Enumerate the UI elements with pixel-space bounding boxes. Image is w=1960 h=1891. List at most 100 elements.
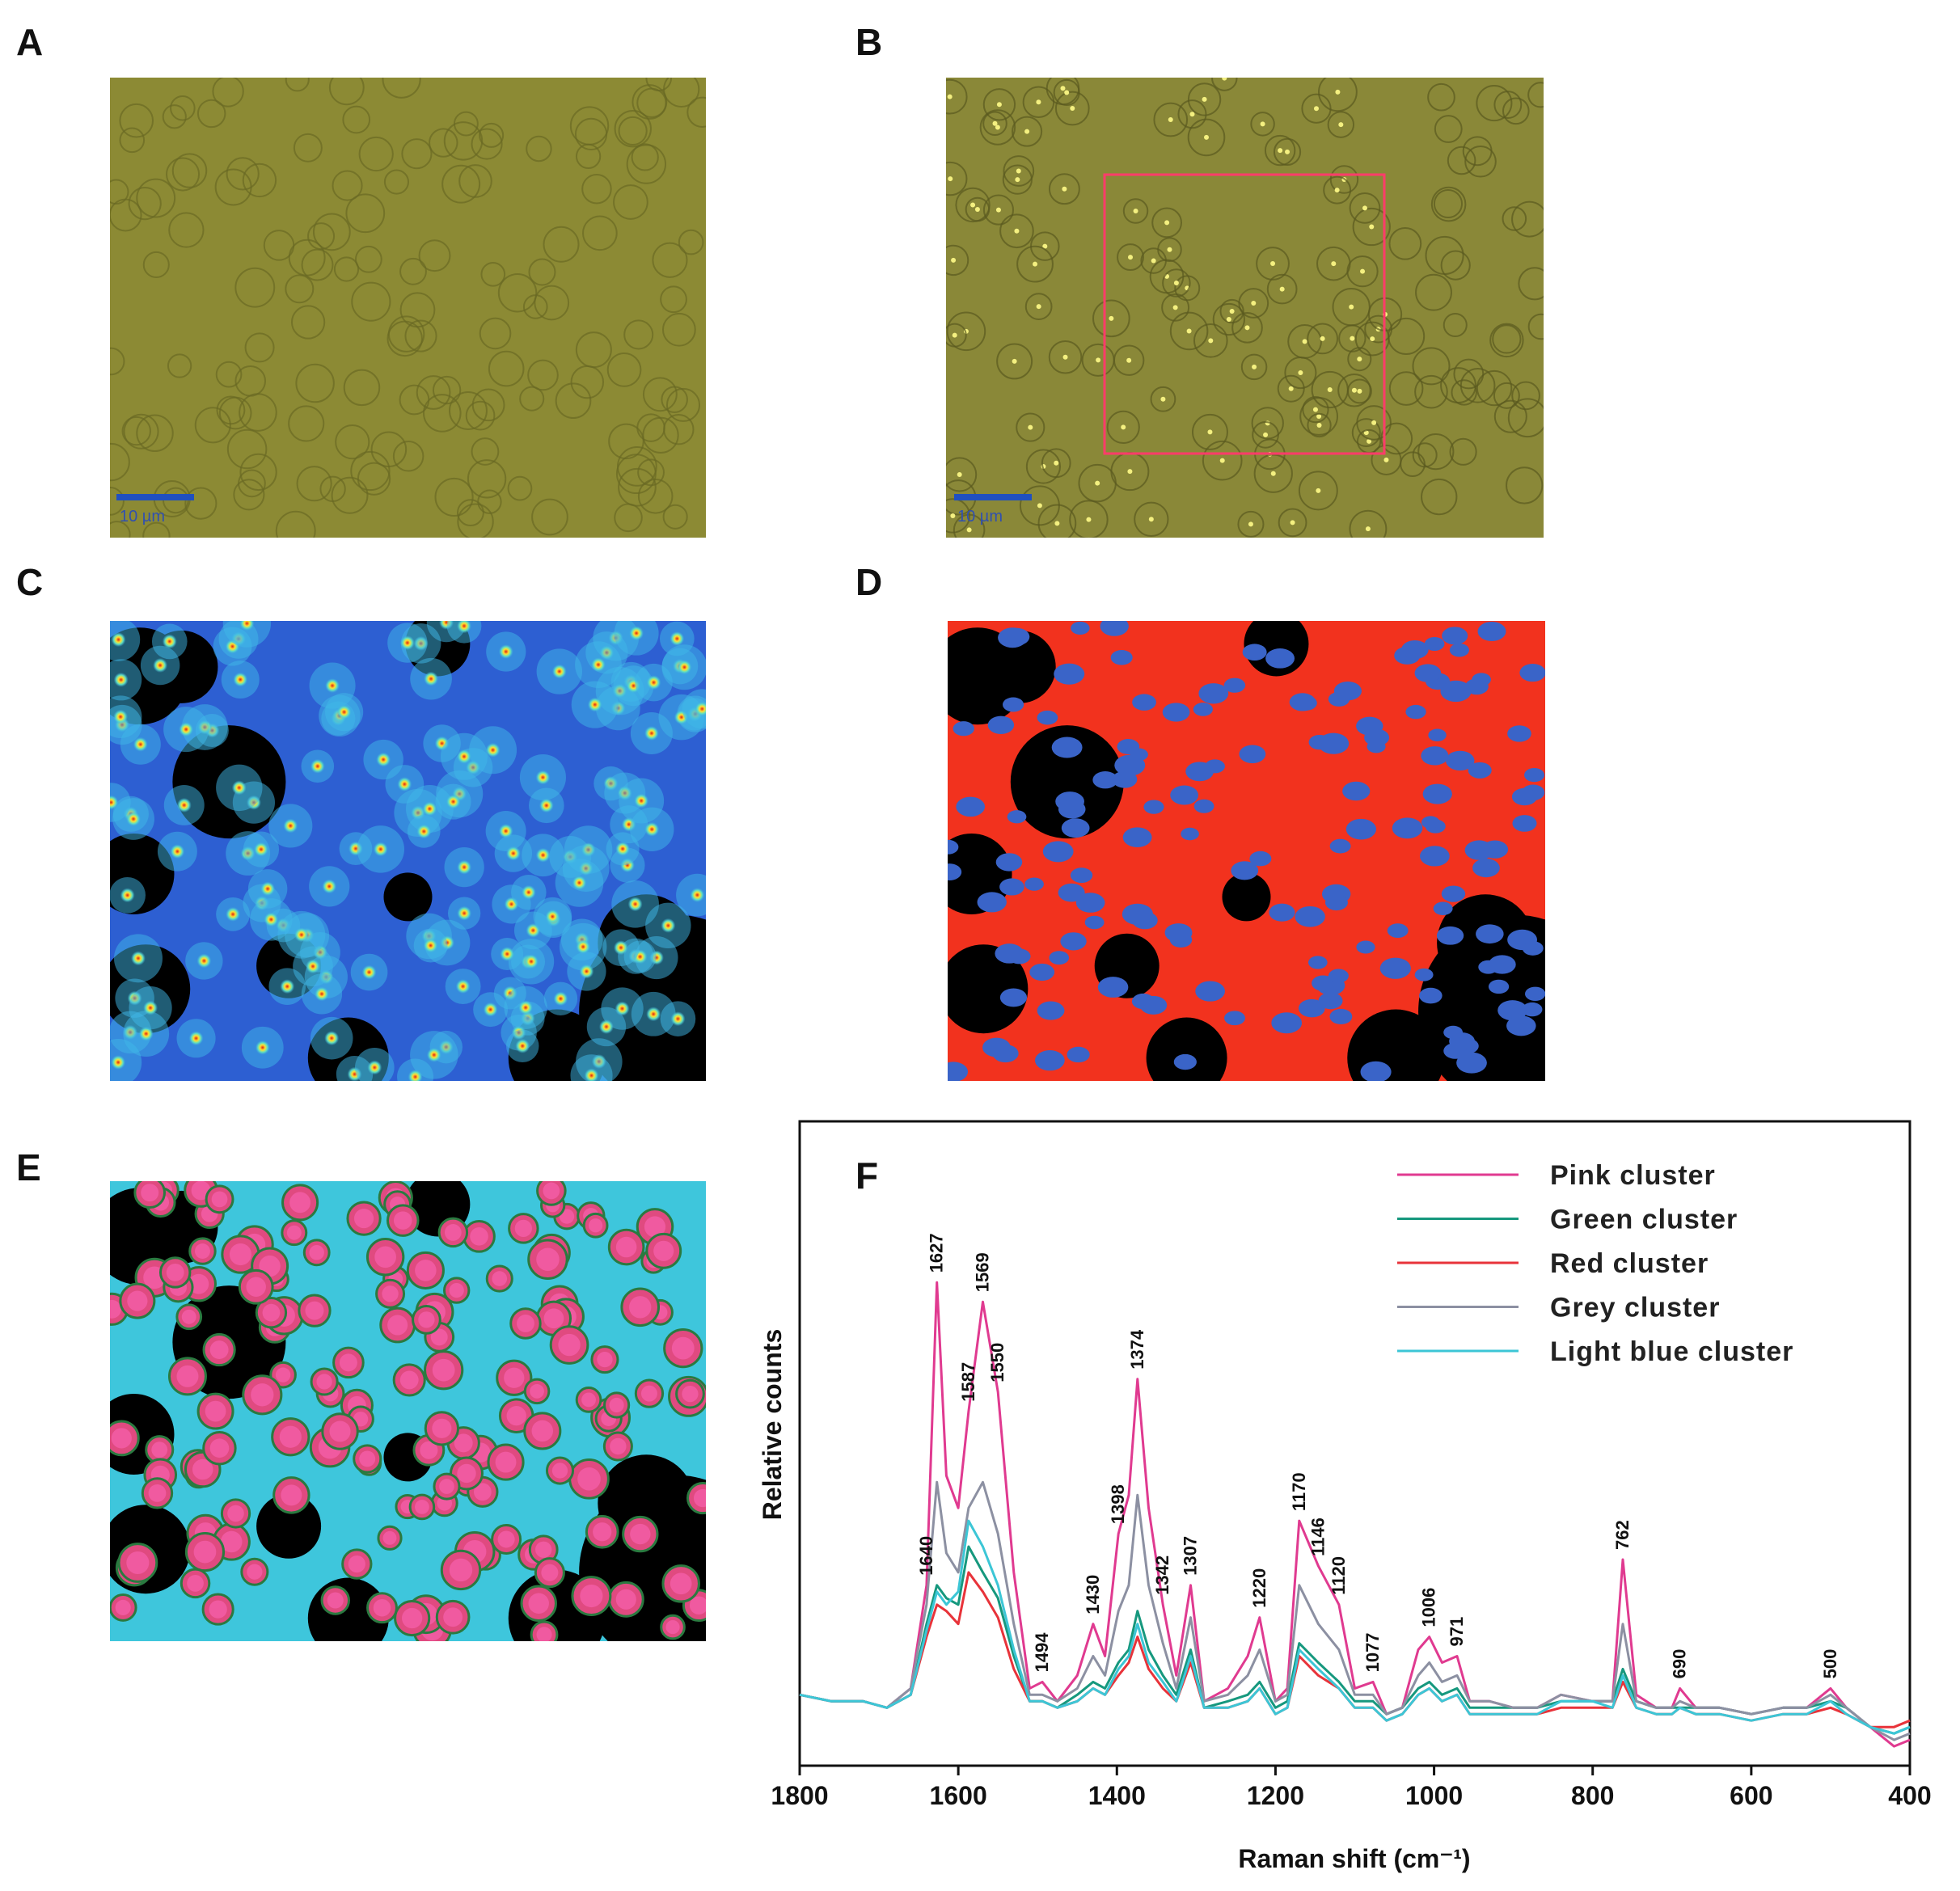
cell-spot	[1036, 304, 1041, 310]
cell	[285, 78, 310, 92]
cell-spot	[1370, 336, 1375, 342]
cell-core	[505, 846, 521, 861]
cell	[1193, 323, 1228, 358]
cell-core	[665, 1620, 680, 1635]
cell-core	[424, 671, 439, 686]
cell-spot	[1290, 520, 1295, 526]
cell-core	[670, 1011, 686, 1027]
cell-core	[430, 1328, 448, 1346]
cell	[328, 78, 365, 106]
cell-core	[449, 1282, 464, 1298]
cell	[1527, 313, 1544, 340]
raman-map-c	[110, 621, 706, 1081]
cell	[1177, 99, 1207, 129]
cell-cluster	[999, 988, 1028, 1007]
cell-core	[113, 709, 129, 724]
cell-spot	[951, 257, 957, 263]
cell-spot	[995, 207, 1001, 213]
cell-spot	[1015, 177, 1020, 183]
cell-core	[126, 1551, 150, 1575]
cell-core	[231, 780, 247, 796]
cell	[312, 213, 351, 251]
cell-core	[187, 1575, 204, 1592]
cell-spot	[1312, 407, 1318, 412]
cell-core	[353, 1412, 369, 1427]
cell	[1157, 237, 1182, 263]
cell-cluster	[1446, 750, 1475, 771]
cell-core	[598, 1019, 614, 1034]
cell	[1016, 245, 1054, 283]
peak-label: 690	[1670, 1649, 1690, 1679]
cell	[1153, 102, 1189, 137]
cell	[1433, 188, 1463, 219]
x-tick-label: 1200	[1247, 1781, 1304, 1810]
cell-core	[376, 752, 391, 767]
cell	[1277, 374, 1305, 403]
cell-spot	[1302, 339, 1307, 344]
cell-core	[126, 811, 142, 826]
cell	[982, 194, 1015, 226]
cell	[301, 248, 334, 281]
cell	[1307, 323, 1339, 355]
cell-cluster	[1003, 697, 1024, 712]
cell	[1025, 449, 1062, 484]
cell-core	[545, 909, 560, 924]
cell-cluster	[1449, 643, 1469, 657]
peak-label: 1170	[1289, 1472, 1309, 1511]
peak-label: 1398	[1108, 1484, 1128, 1524]
panel-label: C	[16, 561, 43, 603]
background-region	[982, 630, 1056, 703]
cell-core	[374, 1246, 396, 1268]
cell	[1451, 379, 1477, 406]
cell	[382, 78, 421, 99]
cell	[1440, 250, 1471, 281]
cell-core	[226, 906, 241, 922]
cell-spot	[1316, 413, 1322, 419]
cell-cluster	[1524, 768, 1545, 783]
cell-core	[455, 979, 471, 994]
cell-spot	[1164, 220, 1170, 226]
cell	[996, 343, 1033, 380]
cell	[110, 442, 130, 482]
cell-core	[615, 1589, 636, 1610]
cell-core	[205, 1400, 226, 1422]
cell-core	[543, 1182, 560, 1200]
cell-core	[535, 1541, 552, 1558]
cell-cluster	[1387, 923, 1409, 939]
cell	[663, 414, 695, 445]
cell-spot	[1168, 117, 1173, 123]
cell	[441, 164, 481, 204]
cell-core	[498, 644, 513, 660]
cell-cluster	[1122, 827, 1152, 847]
cell-cluster	[1488, 979, 1510, 994]
cell	[121, 416, 151, 446]
cell-core	[553, 991, 568, 1007]
cell	[982, 88, 1016, 121]
cell-cluster	[1329, 1008, 1353, 1024]
cell	[1253, 454, 1293, 493]
cell	[999, 213, 1034, 249]
cell-cluster	[998, 627, 1028, 648]
cell-core	[393, 1211, 412, 1230]
cell-core	[432, 1358, 455, 1382]
scale-bar-label: 10 µm	[957, 508, 1003, 526]
cell	[982, 111, 1007, 137]
cell-core	[289, 1192, 311, 1214]
cell-core	[531, 1420, 554, 1442]
cell-spot	[1248, 521, 1253, 527]
cell-spot	[995, 125, 1000, 130]
cell-core	[336, 704, 352, 720]
cell-core	[220, 1530, 243, 1553]
cell-spot	[974, 207, 980, 213]
cell-core	[229, 1243, 252, 1266]
cell-core	[166, 1263, 184, 1281]
cell-spot	[1042, 243, 1048, 249]
cell-core	[399, 635, 415, 651]
x-axis-label: Raman shift (cm⁻¹)	[1238, 1844, 1470, 1873]
cell-core	[543, 1308, 564, 1329]
cell	[423, 394, 462, 433]
cell-core	[551, 664, 567, 679]
cell	[234, 365, 267, 397]
cell-core	[584, 1068, 599, 1081]
cell	[946, 457, 978, 492]
